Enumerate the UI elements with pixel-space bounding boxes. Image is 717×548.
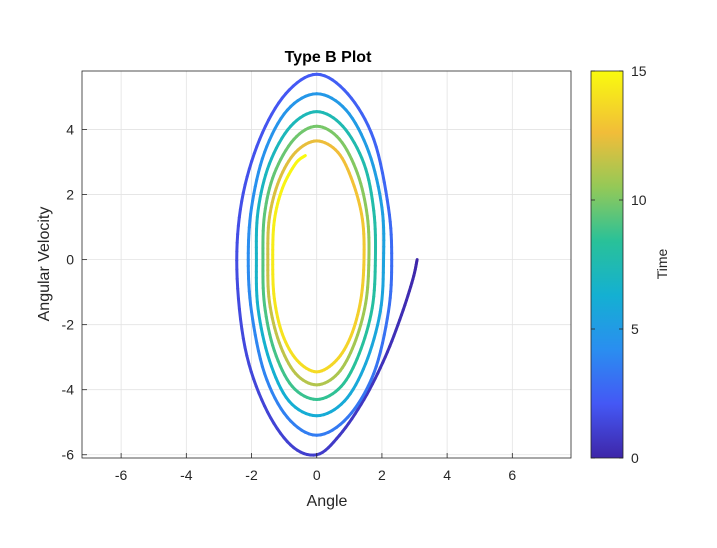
trajectory-segment (240, 327, 245, 341)
x-tick-label: -6 (115, 467, 128, 483)
trajectory-segment (382, 180, 388, 193)
trajectory-segment (236, 287, 240, 301)
y-axis-ticks: -6 -4 -2 0 2 4 (62, 122, 87, 463)
y-tick-label: 2 (66, 187, 74, 203)
colorbar-tick-label: 0 (631, 450, 639, 466)
y-tick-label: -6 (62, 447, 75, 463)
colorbar-tick-label: 15 (631, 63, 647, 79)
phase-trajectory (235, 72, 419, 457)
x-tick-label: 6 (508, 467, 516, 483)
x-axis-ticks: -6 -4 -2 0 2 4 6 (115, 453, 516, 483)
grid-lines (82, 71, 571, 458)
colorbar-ticks: 0 5 10 15 (591, 63, 647, 466)
trajectory-segment (236, 297, 241, 311)
trajectory-segment (381, 171, 386, 184)
trajectory-segment (239, 317, 244, 331)
colorbar-tick-label: 5 (631, 321, 639, 337)
trajectory-segment (303, 154, 307, 158)
plot-frame (81, 70, 572, 459)
trajectory-segment (235, 277, 240, 291)
y-tick-label: 4 (66, 122, 74, 138)
y-tick-label: -4 (62, 382, 75, 398)
y-tick-label: 0 (66, 252, 74, 268)
y-tick-label: -2 (62, 317, 75, 333)
colorbar-label: Time (654, 248, 670, 279)
x-axis-label: Angle (307, 493, 348, 510)
colorbar-gradient (590, 70, 624, 459)
trajectory-segment (379, 162, 385, 175)
x-tick-label: 0 (313, 467, 321, 483)
trajectory-segment (377, 153, 383, 166)
chart-title: Type B Plot (285, 49, 372, 66)
trajectory-segment (237, 307, 243, 321)
x-tick-label: -4 (180, 467, 193, 483)
plot-area (82, 71, 571, 458)
trajectory-segment (241, 337, 247, 349)
x-tick-label: -2 (245, 467, 258, 483)
colorbar: 0 5 10 15 Time (590, 63, 670, 466)
colorbar-tick-label: 10 (631, 192, 647, 208)
y-axis-label: Angular Velocity (36, 207, 53, 322)
x-tick-label: 2 (378, 467, 386, 483)
x-tick-label: 4 (443, 467, 451, 483)
plot-axes: -6 -4 -2 0 2 4 6 -6 -4 -2 0 2 4 (62, 70, 572, 483)
